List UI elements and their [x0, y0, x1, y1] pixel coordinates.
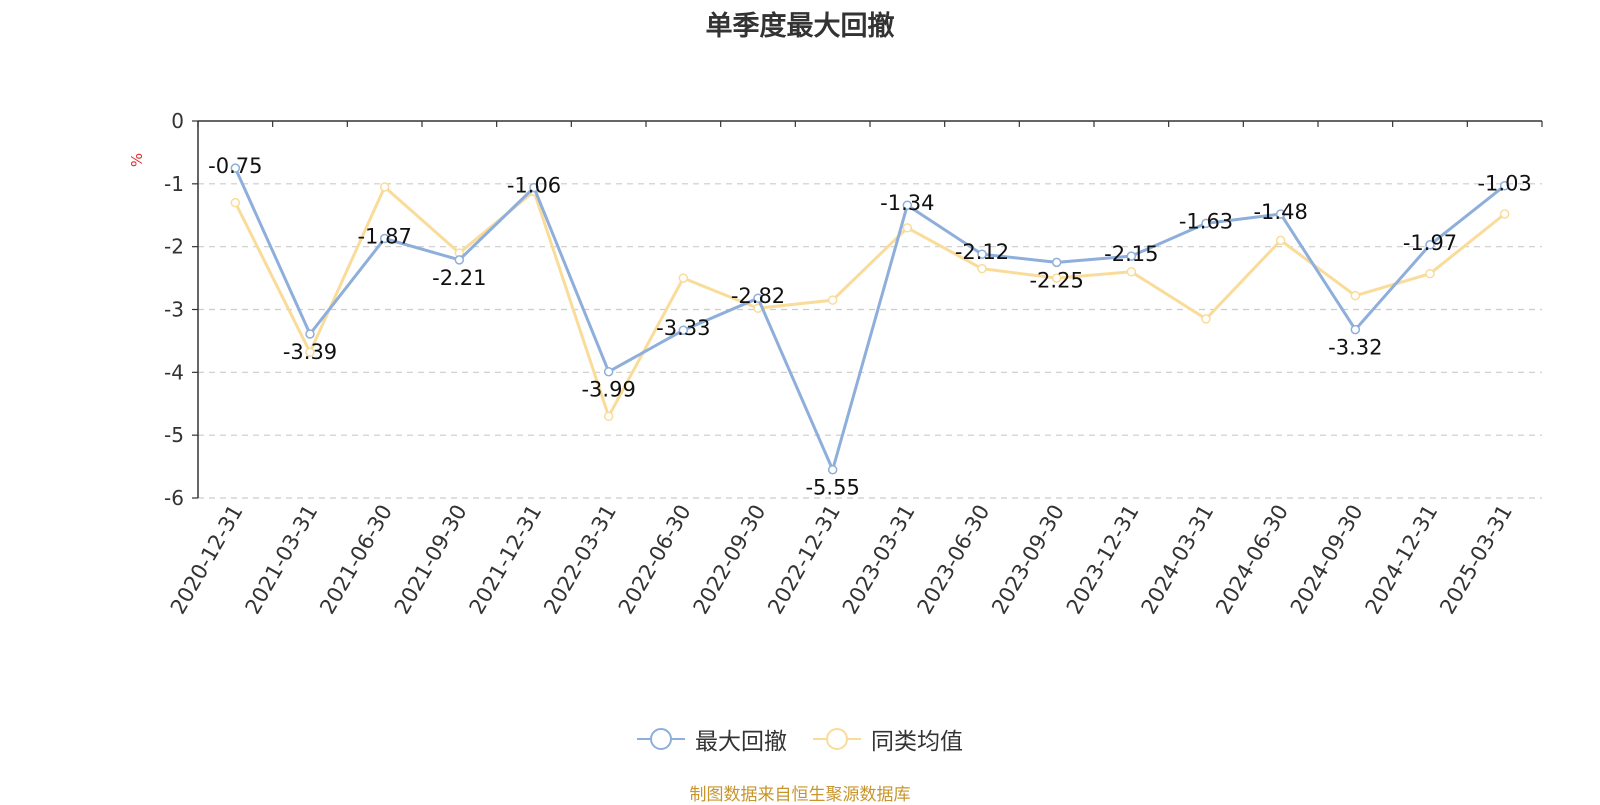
legend: 最大回撤 同类均值 [0, 722, 1600, 756]
grid-lines [198, 183, 1542, 499]
series-line-1 [233, 185, 1506, 418]
data-point[interactable] [529, 182, 539, 193]
y-tick-label: -4 [164, 360, 184, 384]
x-tick-label: 2022-12-31 [763, 501, 845, 619]
data-point[interactable] [1499, 180, 1510, 191]
x-tick-label: 2023-06-30 [913, 501, 995, 619]
y-tick-label: -1 [164, 172, 184, 196]
data-point[interactable] [1350, 290, 1361, 301]
chart-title: 单季度最大回撤 [705, 11, 895, 42]
data-label: -3.32 [1328, 336, 1382, 360]
data-label: -3.99 [581, 378, 635, 402]
data-point[interactable] [902, 200, 913, 210]
data-point[interactable] [1275, 209, 1286, 219]
data-point[interactable] [1425, 268, 1435, 279]
axes: 0 -1 -2 -3 -4 -5 -62020-12-312021-03-312021-06… [164, 109, 1543, 619]
data-label: -2.82 [731, 284, 785, 308]
data-point[interactable] [1201, 314, 1211, 324]
data-point[interactable] [379, 182, 390, 192]
data-point[interactable] [977, 263, 987, 274]
data-point[interactable] [230, 163, 241, 173]
data-label: -2.25 [1029, 268, 1083, 292]
data-point[interactable] [1201, 218, 1211, 229]
data-point[interactable] [603, 366, 614, 377]
data-point[interactable] [1051, 273, 1062, 283]
data-point[interactable] [454, 255, 465, 265]
data-label: -1.63 [1179, 209, 1233, 233]
y-tick-label: -3 [164, 298, 184, 322]
x-tick-label: 2024-03-31 [1137, 501, 1219, 619]
legend-label-peer-average: 同类均值 [871, 729, 963, 755]
data-label: -1.48 [1253, 200, 1307, 224]
data-point[interactable] [902, 223, 913, 233]
data-point[interactable] [678, 325, 689, 335]
series-line-0 [233, 167, 1506, 472]
legend-item-peer-average[interactable]: 同类均值 [813, 722, 963, 756]
x-tick-label: 2023-12-31 [1062, 501, 1144, 619]
data-label: -1.97 [1403, 231, 1457, 255]
data-point[interactable] [1425, 240, 1435, 250]
data-label: -3.33 [656, 316, 710, 340]
x-tick-label: 2021-09-30 [390, 501, 472, 619]
data-point[interactable] [379, 233, 390, 244]
y-tick-label: -5 [164, 423, 184, 447]
data-label: -2.12 [955, 240, 1009, 264]
legend-marker-peer-average [813, 728, 861, 750]
data-point[interactable] [827, 464, 838, 475]
y-tick-label: 0 [171, 109, 184, 133]
x-tick-label: 2022-06-30 [614, 501, 696, 619]
data-point[interactable] [1126, 267, 1137, 277]
x-tick-label: 2024-12-31 [1361, 501, 1443, 619]
x-tick-label: 2021-03-31 [241, 501, 323, 619]
data-point[interactable] [1051, 257, 1062, 268]
source-note: 制图数据来自恒生聚源数据库 [689, 785, 911, 805]
data-label: -1.06 [507, 174, 561, 198]
x-tick-label: 2025-03-31 [1435, 501, 1517, 619]
x-tick-label: 2023-03-31 [838, 501, 920, 619]
x-tick-label: 2021-12-31 [465, 501, 547, 619]
data-point[interactable] [1275, 235, 1286, 246]
data-point[interactable] [753, 293, 763, 303]
x-tick-label: 2021-06-30 [315, 501, 397, 619]
legend-marker-max-drawdown [637, 728, 685, 750]
x-tick-label: 2024-06-30 [1211, 501, 1293, 619]
legend-item-max-drawdown[interactable]: 最大回撤 [637, 722, 787, 756]
x-tick-label: 2022-03-31 [539, 501, 621, 619]
data-label: -0.75 [208, 154, 262, 178]
data-label: -1.34 [880, 191, 934, 215]
data-point[interactable] [1126, 251, 1137, 261]
data-point[interactable] [1350, 324, 1361, 335]
x-tick-label: 2022-09-30 [689, 501, 771, 619]
data-label: -1.87 [357, 224, 411, 248]
y-tick-label: -6 [164, 486, 184, 510]
data-point[interactable] [305, 347, 315, 357]
data-point[interactable] [230, 197, 241, 208]
y-axis-unit-label: % [128, 153, 146, 167]
data-label: -2.21 [432, 266, 486, 290]
data-point[interactable] [678, 273, 689, 283]
data-label: -2.15 [1104, 242, 1158, 266]
data-point[interactable] [827, 295, 838, 305]
series [230, 163, 1510, 475]
y-tick-label: -2 [164, 235, 184, 259]
data-label: -3.39 [283, 340, 337, 364]
data-label: -5.55 [805, 476, 859, 500]
x-tick-label: 2024-09-30 [1286, 501, 1368, 619]
data-point[interactable] [603, 411, 614, 422]
data-point[interactable] [1499, 209, 1510, 219]
x-tick-label: 2023-09-30 [987, 501, 1069, 619]
data-point[interactable] [977, 249, 987, 259]
data-label: -1.03 [1477, 172, 1531, 196]
data-point[interactable] [305, 329, 315, 339]
x-tick-label: 2020-12-31 [166, 501, 248, 619]
legend-label-max-drawdown: 最大回撤 [695, 729, 787, 755]
data-labels: -0.75 -3.39 -1.87 -2.21 -1.06 -3.99 -3.33 -2.82… [208, 154, 1532, 500]
